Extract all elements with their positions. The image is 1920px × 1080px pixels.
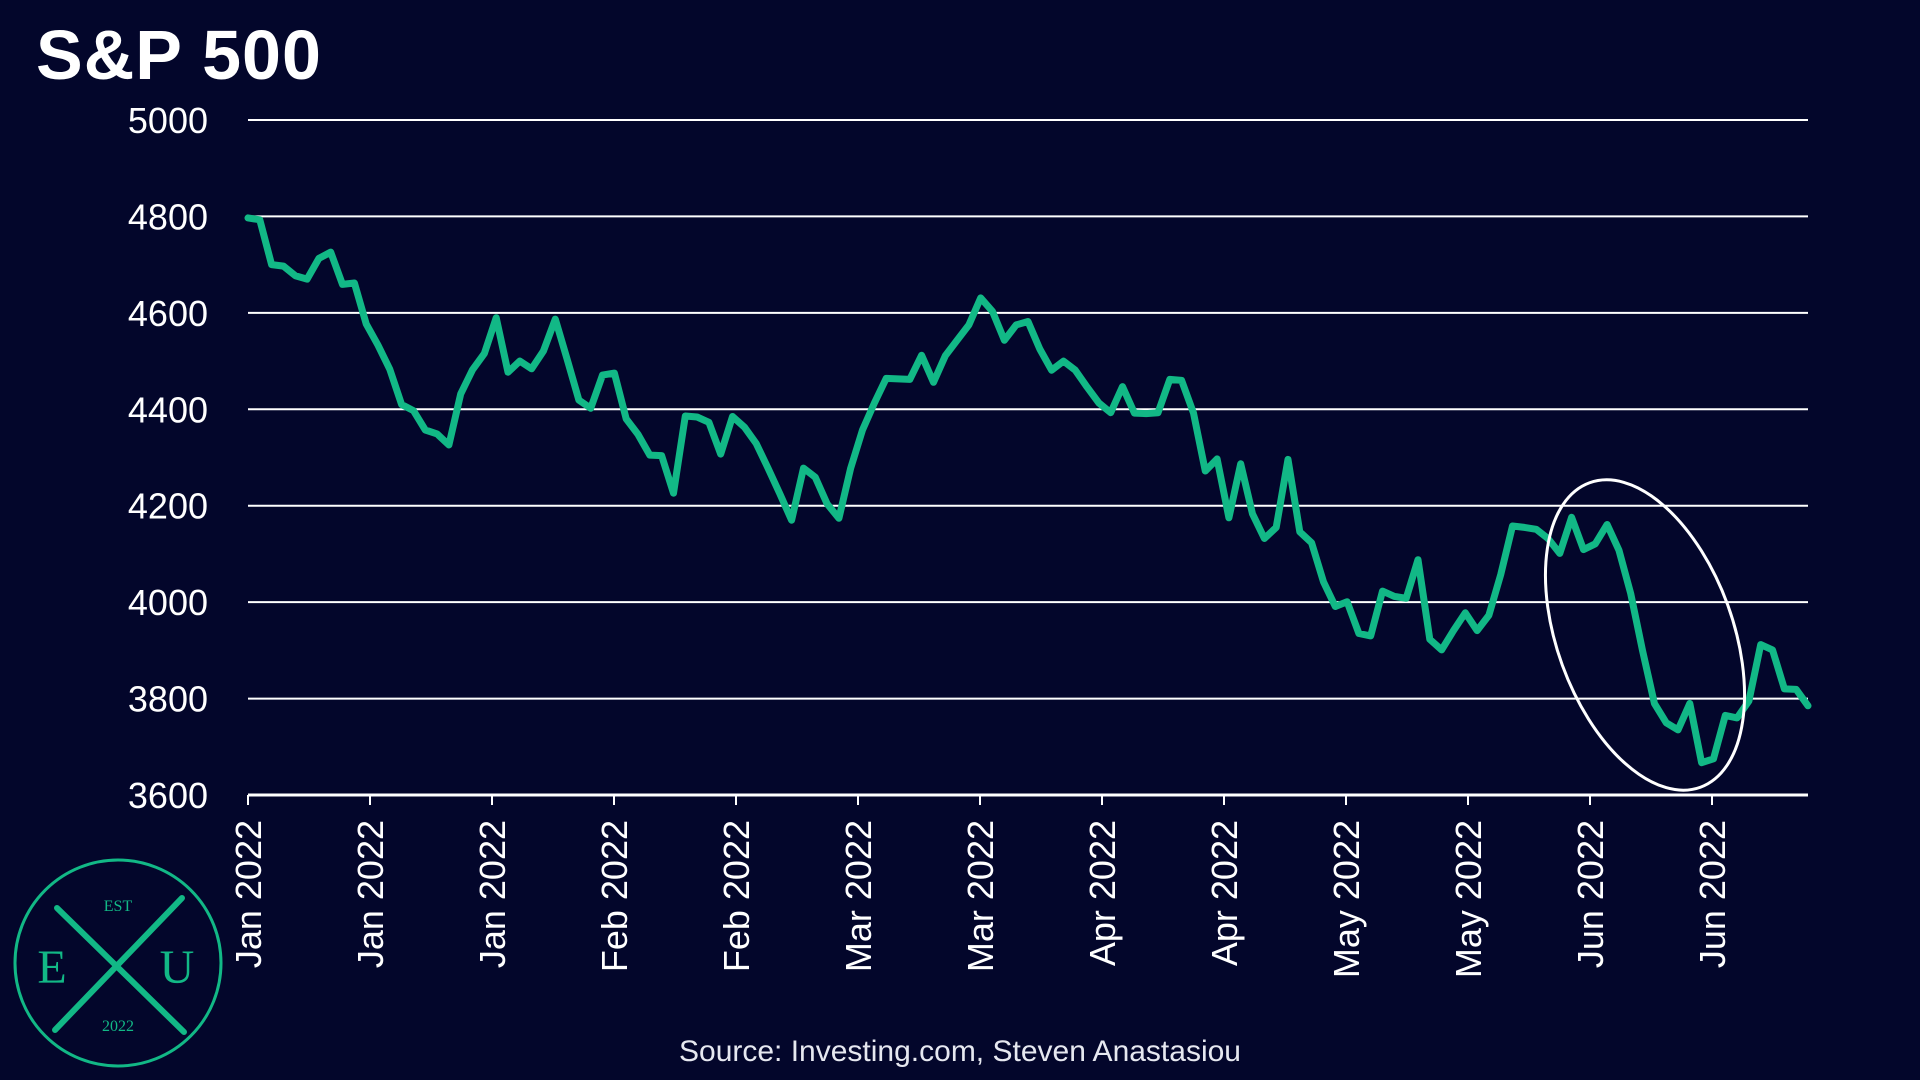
y-tick-label: 4400 — [128, 389, 208, 430]
logo-ring — [13, 858, 223, 1068]
x-tick-label: May 2022 — [1326, 820, 1367, 978]
x-axis-ticks: Jan 2022 Jan 2022 Jan 2022 Feb 2022 Feb 2022… — [228, 795, 1733, 978]
logo-cross-stroke-2 — [52, 895, 185, 1033]
x-tick-label: Mar 2022 — [960, 820, 1001, 972]
source-note: Source: Investing.com, Steven Anastasiou — [679, 1035, 1241, 1068]
logo-letter-u: U — [160, 941, 195, 994]
logo-year-text: 2022 — [102, 1018, 134, 1035]
x-tick-label: Apr 2022 — [1082, 820, 1123, 966]
x-tick-label: Jun 2022 — [1570, 820, 1611, 968]
logo-letter-e: E — [37, 941, 66, 994]
y-tick-label: 4800 — [128, 196, 208, 237]
x-tick-label: May 2022 — [1448, 820, 1489, 978]
x-tick-label: Jan 2022 — [228, 820, 269, 968]
x-tick-label: Jan 2022 — [350, 820, 391, 968]
y-tick-label: 4600 — [128, 293, 208, 334]
x-tick-label: Apr 2022 — [1204, 820, 1245, 966]
x-tick-label: Jan 2022 — [472, 820, 513, 968]
chart-title: S&P 500 — [36, 16, 322, 94]
x-tick-label: Mar 2022 — [838, 820, 879, 972]
y-tick-label: 4200 — [128, 486, 208, 527]
logo: EST E U 2022 — [13, 858, 223, 1068]
y-tick-label: 4000 — [128, 582, 208, 623]
x-tick-label: Jun 2022 — [1692, 820, 1733, 968]
y-axis-ticks: 3600 3800 4000 4200 4400 4600 4800 5000 — [128, 100, 208, 816]
logo-cross-stroke-1 — [54, 905, 187, 1035]
y-tick-label: 3800 — [128, 679, 208, 720]
y-tick-label: 3600 — [128, 775, 208, 816]
highlight-ellipse — [1543, 478, 1747, 792]
y-tick-label: 5000 — [128, 100, 208, 141]
x-tick-label: Feb 2022 — [716, 820, 757, 972]
gridlines — [248, 119, 1808, 700]
x-tick-label: Feb 2022 — [594, 820, 635, 972]
logo-est-text: EST — [104, 898, 133, 915]
